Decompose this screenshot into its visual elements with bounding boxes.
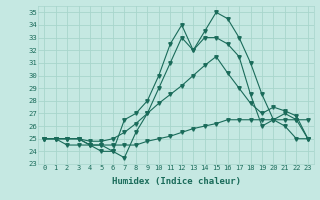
X-axis label: Humidex (Indice chaleur): Humidex (Indice chaleur): [111, 177, 241, 186]
